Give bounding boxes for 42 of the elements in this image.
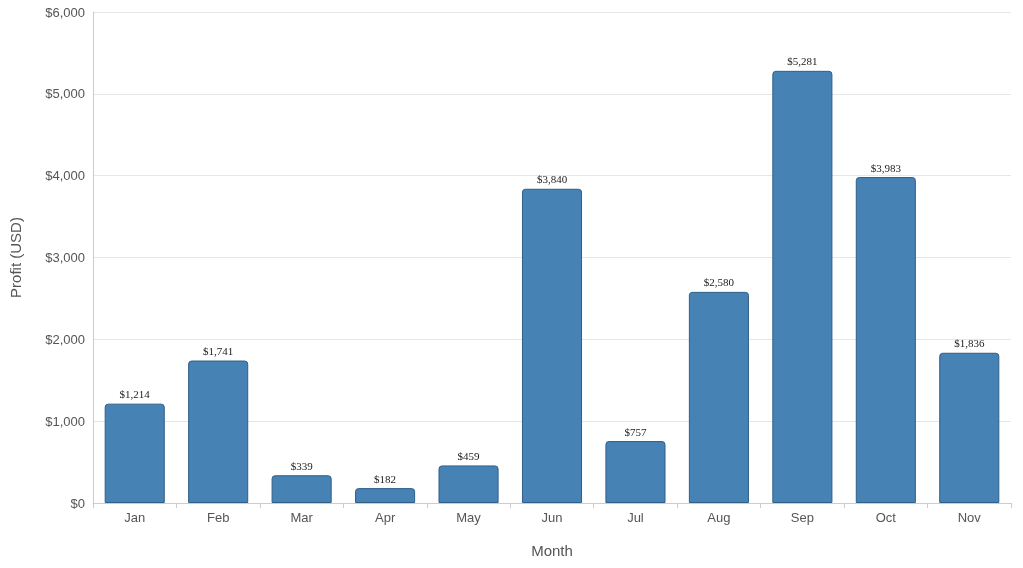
y-tick-label: $3,000 — [45, 250, 85, 265]
data-label: $1,741 — [203, 345, 234, 358]
x-tick-label: Jul — [627, 510, 644, 525]
y-tick-label: $4,000 — [45, 168, 85, 184]
x-tick-label: May — [456, 510, 482, 525]
bar — [772, 70, 833, 503]
x-tick-label: Jun — [541, 510, 563, 525]
data-label: $1,836 — [954, 337, 985, 350]
x-tick-label: Jan — [124, 510, 146, 525]
data-label: $1,214 — [119, 388, 151, 401]
bar — [855, 177, 916, 503]
y-tick-label: $2,000 — [45, 331, 85, 347]
data-label: $5,281 — [787, 55, 818, 68]
y-tick-label: $0 — [70, 495, 85, 511]
data-label: $3,983 — [870, 161, 902, 174]
bar — [188, 360, 249, 503]
data-label: $3,840 — [536, 173, 568, 186]
data-label: $182 — [374, 472, 397, 485]
data-label: $757 — [624, 425, 647, 438]
x-tick-label: Oct — [875, 510, 897, 525]
bar — [939, 352, 1000, 503]
x-axis-title: Month — [531, 542, 573, 559]
bar — [355, 488, 416, 503]
bar — [605, 441, 666, 503]
x-tick-label: Nov — [957, 510, 982, 525]
x-tick-label: Apr — [374, 510, 396, 525]
data-label: $2,580 — [703, 276, 735, 289]
x-tick-label: Mar — [290, 510, 314, 525]
x-tick-label: Sep — [790, 510, 814, 525]
bar — [521, 188, 583, 503]
y-axis-title: Profit (USD) — [7, 217, 24, 298]
y-tick-label: $6,000 — [45, 4, 85, 20]
data-label: $459 — [457, 449, 481, 462]
bar — [104, 403, 165, 503]
bar — [688, 291, 749, 503]
y-tick-label: $5,000 — [45, 86, 85, 102]
bar — [271, 475, 332, 503]
x-tick-label: Aug — [707, 510, 731, 525]
data-label: $339 — [290, 459, 314, 472]
y-tick-label: $1,000 — [45, 413, 85, 429]
x-tick-label: Feb — [206, 510, 230, 525]
bar — [438, 465, 499, 503]
